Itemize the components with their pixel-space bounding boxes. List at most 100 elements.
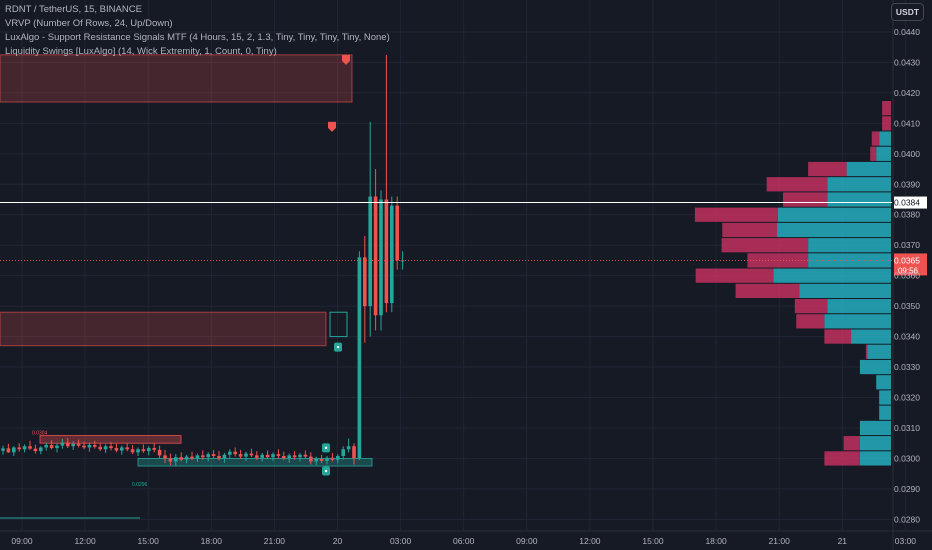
candle-body — [238, 454, 243, 457]
liquidity-label: 0.0296 — [132, 482, 148, 488]
vp-down-bar — [870, 146, 877, 161]
candle-body — [201, 455, 205, 458]
candle-body — [336, 455, 340, 460]
candle-body — [1, 448, 5, 451]
candle-body — [71, 443, 75, 447]
candle-body — [363, 257, 367, 307]
candle-body — [379, 199, 383, 316]
y-tick-label: 0.0300 — [894, 453, 920, 463]
candle-body — [303, 454, 308, 457]
x-tick-label: 09:00 — [11, 536, 33, 546]
vp-up-bar — [827, 177, 891, 192]
candle-body — [346, 446, 351, 450]
liquidity-low-zone — [137, 458, 373, 467]
vp-down-bar — [694, 207, 778, 222]
vp-up-bar — [867, 344, 891, 359]
signal-markers — [322, 54, 350, 476]
x-tick-label: 21:00 — [769, 536, 791, 546]
x-tick-label: 15:00 — [138, 536, 160, 546]
candle-body — [82, 445, 86, 448]
support-marker-dot — [324, 446, 328, 450]
candle-body — [309, 456, 313, 462]
candle-body — [195, 455, 200, 459]
vp-up-bar — [773, 268, 891, 283]
x-tick-label: 18:00 — [705, 536, 727, 546]
candle-body — [6, 448, 11, 453]
candle-body — [271, 454, 275, 458]
indicator-sr-signals[interactable]: LuxAlgo - Support Resistance Signals MTF… — [5, 32, 390, 43]
candle-body — [287, 455, 291, 459]
resistance-marker-icon — [342, 54, 350, 65]
vp-down-bar — [722, 222, 778, 238]
candle-body — [222, 454, 227, 459]
vp-up-bar — [879, 390, 891, 405]
vp-down-bar — [721, 238, 809, 253]
candle-body — [298, 454, 302, 458]
currency-button[interactable]: USDT — [891, 3, 924, 21]
sr-zones: 0.0304 0.0296 — [0, 54, 373, 519]
candle-body — [98, 446, 102, 450]
x-tick-label: 06:00 — [453, 536, 475, 546]
candle-body — [211, 454, 216, 456]
vp-up-bar — [859, 420, 891, 436]
indicator-liquidity-swings[interactable]: Liquidity Swings [LuxAlgo] (14, Wick Ext… — [5, 46, 277, 57]
indicator-vrvp[interactable]: VRVP (Number Of Rows, 24, Up/Down) — [5, 18, 173, 29]
y-tick-label: 0.0440 — [894, 27, 920, 37]
candle-body — [249, 453, 254, 456]
candle-body — [206, 454, 210, 458]
candle-series — [1, 54, 405, 466]
candle-body — [163, 455, 167, 459]
y-tick-label: 0.0410 — [894, 118, 920, 128]
y-tick-label: 0.0430 — [894, 57, 920, 67]
y-tick-label: 0.0350 — [894, 301, 920, 311]
vp-up-bar — [879, 131, 891, 146]
y-tick-label: 0.0310 — [894, 423, 920, 433]
vp-down-bar — [882, 101, 891, 116]
y-tick-label: 0.0370 — [894, 240, 920, 250]
vp-up-bar — [824, 314, 891, 329]
x-tick-label: 09:00 — [516, 536, 538, 546]
candle-body — [93, 445, 97, 447]
candle-body — [400, 260, 405, 262]
vp-up-bar — [777, 222, 891, 238]
resistance-zone — [0, 311, 327, 347]
vp-down-bar — [766, 177, 828, 192]
candle-body — [147, 448, 151, 452]
candle-body — [368, 196, 372, 307]
vp-up-bar — [777, 207, 891, 222]
x-tick-label: 03:00 — [390, 536, 412, 546]
vp-up-bar — [859, 436, 891, 451]
vp-down-bar — [808, 161, 847, 177]
candle-body — [217, 455, 221, 459]
candle-body — [55, 445, 59, 449]
vp-down-bar — [695, 268, 774, 283]
vp-down-bar — [782, 192, 828, 207]
y-tick-label: 0.0400 — [894, 149, 920, 159]
y-tick-label: 0.0390 — [894, 179, 920, 189]
vp-up-bar — [799, 283, 891, 299]
candle-body — [33, 448, 38, 452]
current-price-tag — [894, 253, 927, 276]
vp-up-bar — [851, 329, 891, 344]
candle-body — [66, 442, 70, 447]
x-tick-label: 12:00 — [579, 536, 601, 546]
candle-body — [44, 445, 48, 448]
vp-down-bar — [871, 131, 880, 146]
vp-down-bar — [796, 314, 825, 329]
y-tick-label: 0.0340 — [894, 332, 920, 342]
x-tick-label: 21:00 — [264, 536, 286, 546]
y-tick-label: 0.0360 — [894, 271, 920, 281]
vp-down-bar — [843, 436, 860, 451]
candle-body — [120, 447, 124, 451]
candle-body — [260, 454, 264, 458]
vp-up-bar — [876, 146, 891, 161]
candle-body — [125, 447, 129, 450]
candle-body — [22, 446, 27, 450]
resistance-zone — [0, 54, 353, 103]
candle-body — [282, 455, 286, 459]
vp-up-bar — [879, 405, 891, 420]
volume-profile — [694, 101, 891, 466]
